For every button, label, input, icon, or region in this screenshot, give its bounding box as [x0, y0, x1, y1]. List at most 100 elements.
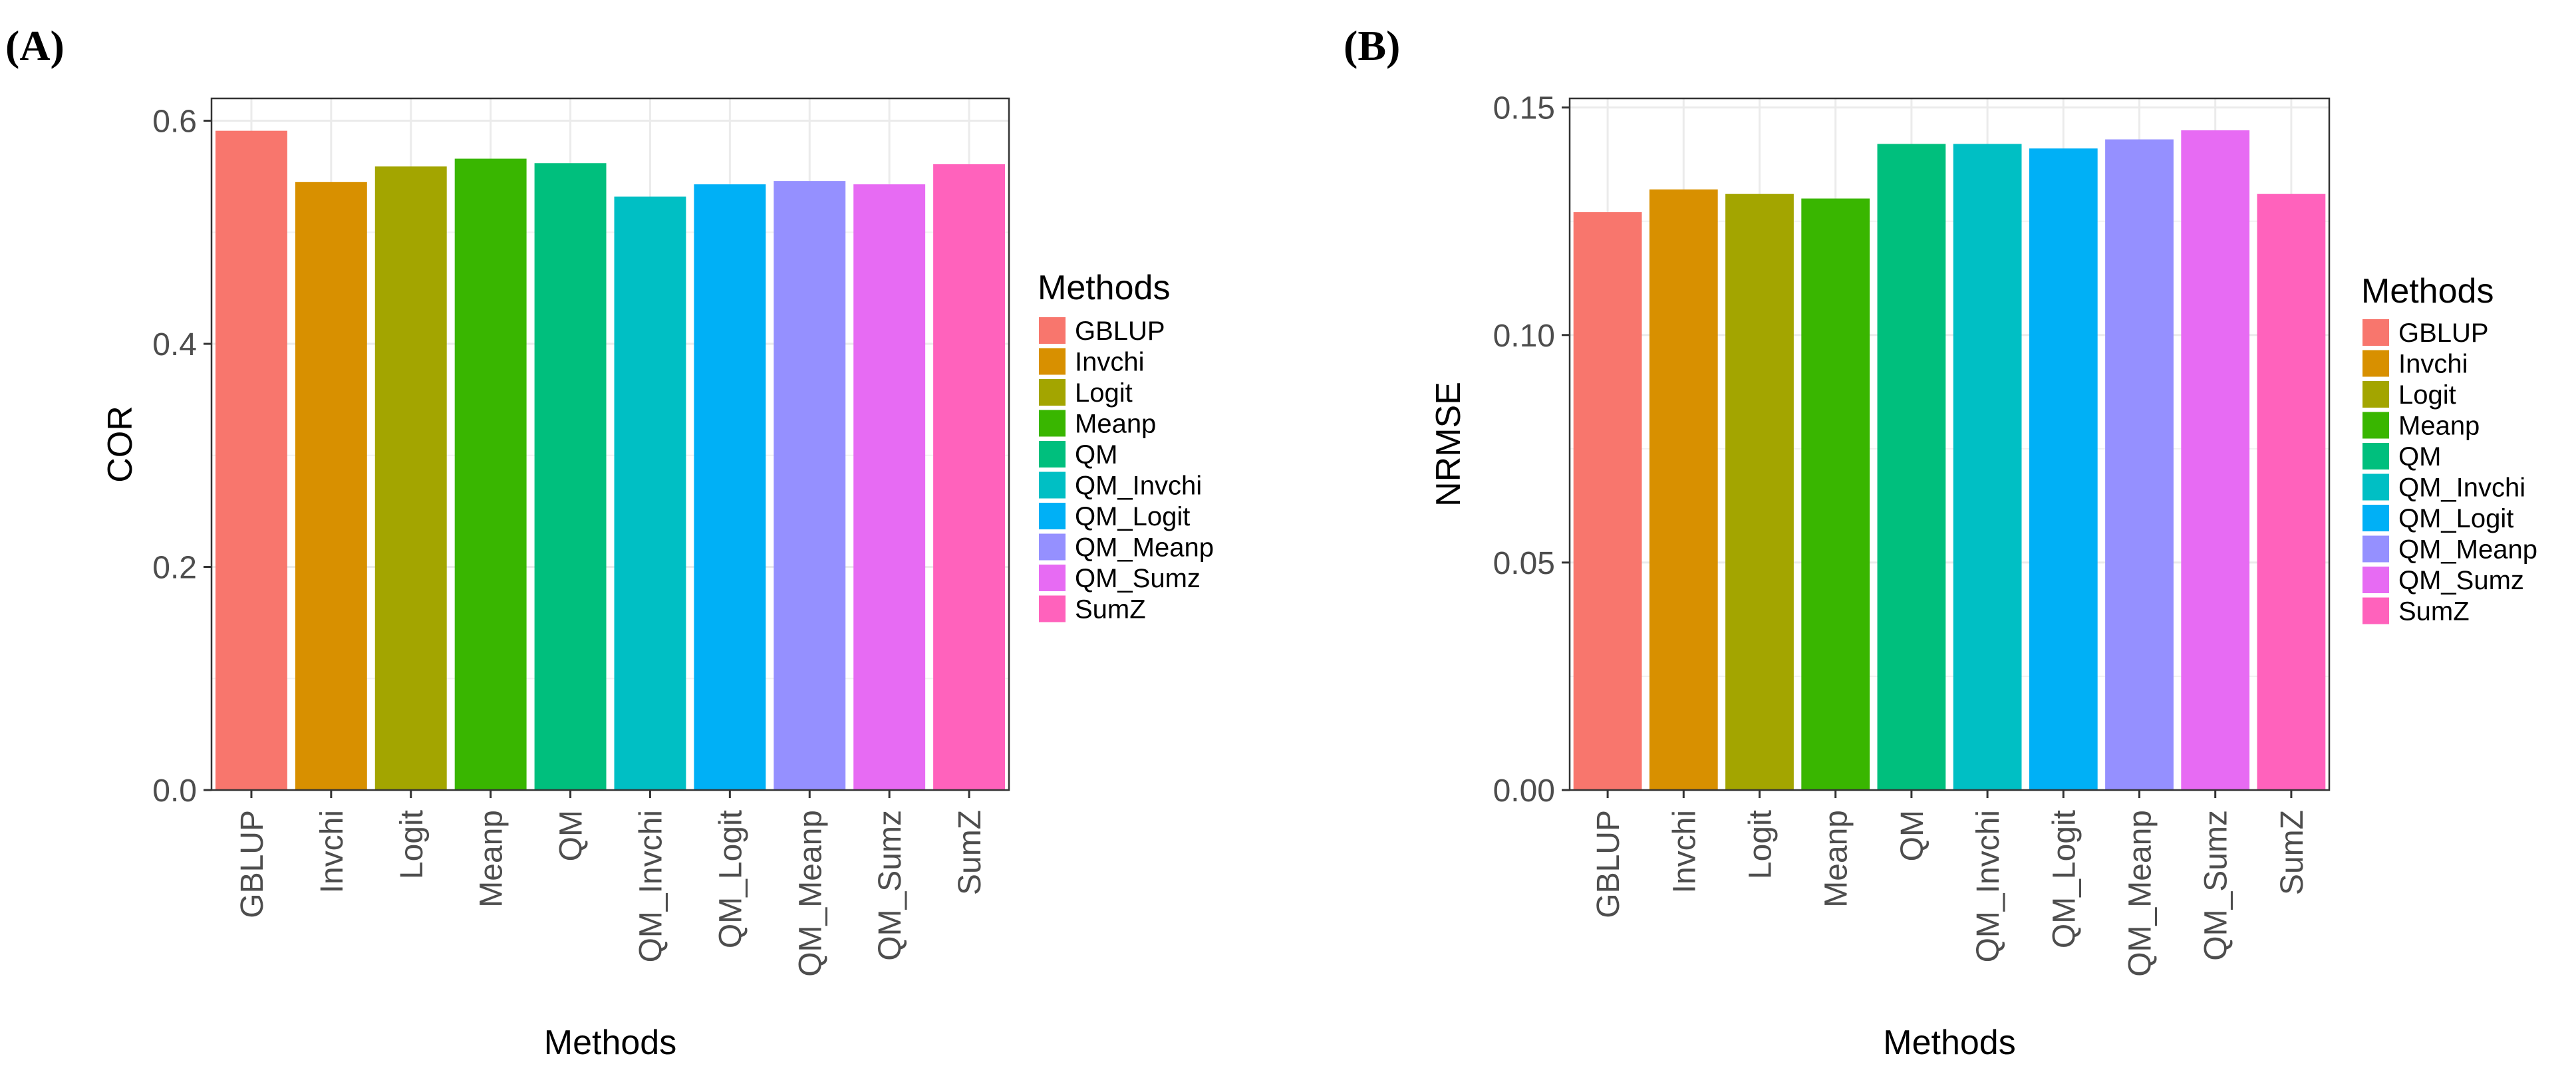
- y-tick-label: 0.10: [1493, 319, 1555, 354]
- x-tick-label: Meanp: [474, 810, 509, 908]
- y-tick-label: 0.05: [1493, 546, 1555, 581]
- legend-label: QM_Meanp: [2398, 535, 2537, 565]
- legend-swatch: [2362, 473, 2389, 501]
- legend-label: GBLUP: [2398, 319, 2489, 348]
- x-tick-label: QM_Sumz: [2199, 810, 2234, 961]
- x-tick-label: SumZ: [952, 810, 988, 895]
- bar-qm-logit: [694, 184, 766, 791]
- x-tick-label: GBLUP: [235, 810, 270, 918]
- legend-swatch: [1039, 503, 1066, 529]
- legend-swatch: [2362, 319, 2389, 346]
- legend-label: QM_Invchi: [1075, 471, 1202, 501]
- x-tick-label: QM_Invchi: [1971, 810, 2006, 962]
- legend-swatch: [1039, 471, 1066, 499]
- legend-swatch: [1039, 410, 1066, 437]
- y-tick-label: 0.15: [1493, 91, 1555, 126]
- y-tick-label: 0.00: [1493, 773, 1555, 809]
- legend-title: Methods: [1038, 269, 1170, 307]
- x-tick-label: Logit: [394, 810, 430, 879]
- legend-swatch: [1039, 379, 1066, 406]
- bar-qm: [534, 163, 607, 790]
- legend-label: QM_Meanp: [1075, 533, 1214, 563]
- legend-label: Meanp: [1075, 410, 1156, 439]
- x-tick-label: QM_Meanp: [793, 810, 828, 977]
- legend-label: QM: [1075, 440, 1117, 469]
- bar-qm-sumz: [853, 184, 926, 791]
- legend-swatch: [1039, 348, 1066, 375]
- legend-label: QM_Sumz: [1075, 564, 1201, 593]
- legend-label: GBLUP: [1075, 317, 1165, 346]
- x-tick-label: QM_Logit: [713, 810, 748, 948]
- bar-invchi: [1649, 189, 1718, 790]
- legend-title: Methods: [2361, 272, 2494, 311]
- x-tick-label: QM_Invchi: [633, 810, 668, 962]
- bar-invchi: [295, 182, 367, 790]
- legend-swatch: [2362, 443, 2389, 469]
- x-tick-label: Logit: [1743, 810, 1779, 879]
- legend-swatch: [2362, 350, 2389, 377]
- legend-label: Meanp: [2398, 412, 2480, 441]
- legend-swatch: [2362, 381, 2389, 408]
- bar-qm-invchi: [1953, 144, 2022, 791]
- legend-label: SumZ: [1075, 595, 1146, 624]
- legend-swatch: [2362, 412, 2389, 439]
- legend-label: Invchi: [2398, 350, 2468, 379]
- x-tick-label: QM: [1895, 810, 1930, 861]
- legend-label: Logit: [2398, 380, 2456, 410]
- bar-logit: [1725, 194, 1794, 790]
- legend-label: Logit: [1075, 378, 1133, 408]
- bar-logit: [374, 166, 447, 791]
- legend-swatch: [2362, 535, 2389, 563]
- legend-swatch: [1039, 595, 1066, 622]
- legend-swatch: [2362, 505, 2389, 531]
- y-tick-label: 0.2: [152, 551, 197, 586]
- bar-qm-logit: [2029, 148, 2098, 790]
- legend-label: SumZ: [2398, 597, 2470, 626]
- x-tick-label: QM_Sumz: [873, 810, 908, 961]
- bar-sumz: [933, 164, 1006, 790]
- x-axis-title: Methods: [1883, 1023, 2015, 1062]
- x-tick-label: Meanp: [1819, 810, 1854, 908]
- plot-border: [210, 97, 1010, 791]
- y-tick-label: 0.6: [152, 104, 197, 140]
- legend-swatch: [1039, 441, 1066, 468]
- y-axis-title: NRMSE: [1429, 382, 1468, 507]
- x-tick-label: SumZ: [2275, 810, 2310, 895]
- bar-qm-meanp: [2105, 139, 2174, 790]
- bar-qm-sumz: [2181, 130, 2250, 791]
- bar-qm: [1877, 144, 1946, 791]
- legend-swatch: [1039, 565, 1066, 591]
- x-tick-label: QM_Meanp: [2123, 810, 2158, 977]
- y-tick-label: 0.0: [152, 773, 197, 809]
- y-tick-label: 0.4: [152, 327, 197, 362]
- panel-label-a: (A): [5, 22, 65, 69]
- y-axis-title: COR: [101, 406, 140, 483]
- legend-label: QM_Invchi: [2398, 473, 2525, 503]
- legend-swatch: [2362, 567, 2389, 593]
- x-axis-title: Methods: [544, 1023, 676, 1062]
- bar-sumz: [2257, 194, 2326, 790]
- bar-qm-meanp: [774, 181, 846, 790]
- x-tick-label: Invchi: [315, 810, 350, 893]
- x-tick-label: Invchi: [1667, 810, 1702, 893]
- legend-swatch: [2362, 597, 2389, 624]
- legend-label: QM_Logit: [2398, 504, 2513, 533]
- bar-qm-invchi: [614, 196, 686, 790]
- legend-label: QM: [2398, 442, 2441, 471]
- bar-gblup: [215, 130, 287, 791]
- bar-meanp: [454, 158, 527, 791]
- bar-gblup: [1573, 212, 1642, 791]
- legend-label: QM_Sumz: [2398, 566, 2524, 595]
- x-tick-label: GBLUP: [1591, 810, 1626, 918]
- legend-swatch: [1039, 533, 1066, 561]
- bar-meanp: [1801, 198, 1870, 790]
- legend-swatch: [1039, 317, 1066, 344]
- x-tick-label: QM_Logit: [2047, 810, 2082, 948]
- plot-border: [1568, 97, 2331, 791]
- legend-label: QM_Logit: [1075, 502, 1190, 531]
- legend-label: Invchi: [1075, 348, 1145, 377]
- panel-label-b: (B): [1344, 22, 1400, 69]
